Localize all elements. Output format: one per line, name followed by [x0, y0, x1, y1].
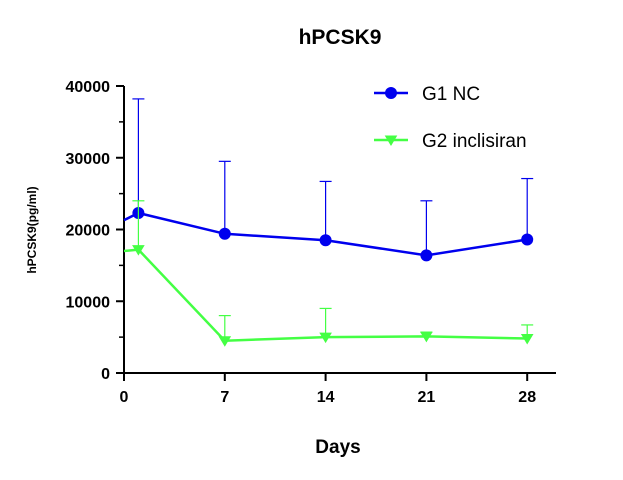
data-point [420, 331, 433, 343]
x-tick-label: 21 [418, 389, 436, 406]
x-tick-label: 14 [317, 389, 335, 406]
x-axis-label: Days [315, 437, 360, 458]
series-2 [123, 200, 534, 347]
x-tick-label: 7 [220, 389, 229, 406]
data-point [520, 334, 534, 345]
y-tick-label: 40000 [66, 79, 111, 96]
y-tick-label: 20000 [66, 223, 111, 240]
data-point [521, 233, 534, 246]
legend-item-2: G2 inclisiran [374, 131, 527, 152]
y-tick-label: 30000 [66, 151, 111, 168]
legend-marker [385, 87, 397, 99]
axes: 0 10000 20000 30000 40000 0 7 14 21 28 [66, 79, 556, 406]
legend-label: G1 NC [422, 84, 480, 105]
series-1 [123, 98, 534, 262]
data-point [218, 336, 232, 347]
x-tick-label: 28 [518, 389, 536, 406]
series-layer [123, 98, 534, 347]
data-point [218, 227, 231, 240]
chart-title: hPCSK9 [299, 26, 382, 49]
y-axis-label: hPCSK9(pg/ml) [25, 186, 39, 273]
y-tick-label: 0 [101, 366, 110, 383]
legend-item-1: G1 NC [374, 84, 480, 105]
legend-marker [384, 135, 398, 146]
data-point [420, 249, 433, 262]
data-point [319, 332, 332, 344]
legend-label: G2 inclisiran [422, 131, 527, 152]
x-tick-label: 0 [120, 389, 129, 406]
data-point [132, 245, 145, 256]
legend: G1 NC G2 inclisiran [374, 84, 527, 152]
y-tick-label: 10000 [66, 294, 111, 311]
data-point [319, 234, 332, 247]
